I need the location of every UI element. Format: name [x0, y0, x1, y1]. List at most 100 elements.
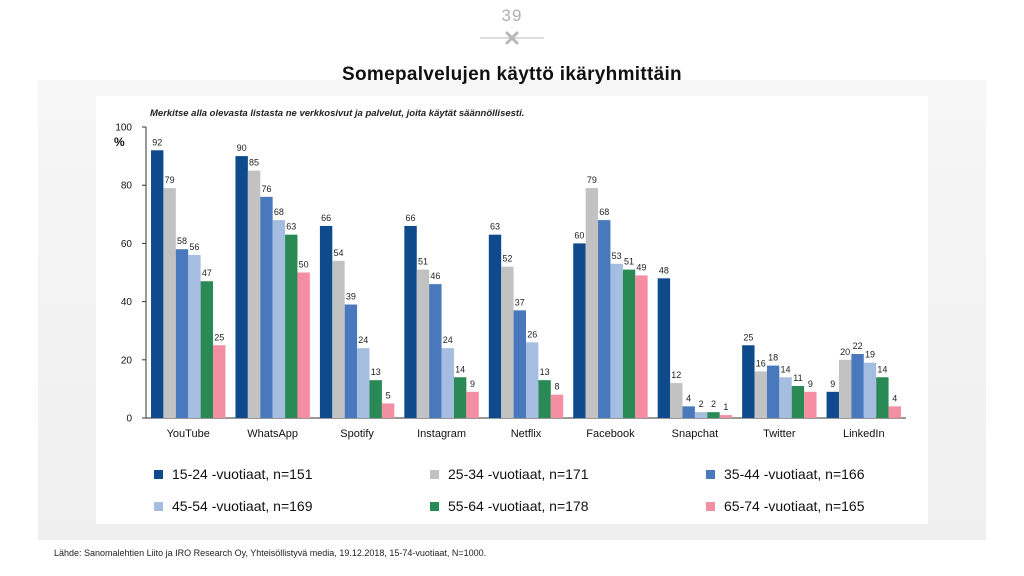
bar-value-label: 2 [711, 399, 716, 409]
bar-youtube-series-1 [151, 150, 164, 418]
bar-whatsapp-series-1 [235, 156, 248, 418]
bar-netflix-series-1 [488, 234, 502, 418]
bar-value-label: 68 [274, 207, 284, 217]
bar-value-label: 4 [686, 393, 691, 403]
y-tick-label: 20 [121, 355, 133, 366]
bar-value-label: 16 [756, 358, 766, 368]
legend-label: 65-74 -vuotiaat, n=165 [724, 498, 865, 514]
bar-netflix-series-5 [538, 380, 551, 418]
bar-value-label: 48 [659, 265, 669, 275]
bar-netflix-series-4 [526, 342, 539, 418]
bar-value-label: 90 [237, 143, 247, 153]
legend-swatch [430, 501, 439, 511]
bar-value-label: 68 [599, 207, 609, 217]
category-label: Instagram [417, 428, 466, 440]
legend-swatch [430, 469, 439, 479]
bar-value-label: 51 [624, 257, 634, 267]
bar-instagram-series-5 [453, 377, 467, 418]
bar-snapchat-series-4 [694, 412, 708, 418]
bar-linkedin-series-3 [851, 353, 864, 418]
bar-value-label: 53 [612, 251, 622, 261]
category-label: Spotify [340, 428, 374, 440]
bar-twitter-series-3 [766, 365, 780, 418]
bar-value-label: 49 [636, 262, 646, 272]
bar-value-label: 79 [165, 175, 175, 185]
slide-title: Somepalvelujen käyttö ikäryhmittäin [342, 64, 682, 85]
bar-instagram-series-1 [404, 225, 417, 418]
bar-value-label: 46 [430, 271, 440, 281]
bar-instagram-series-2 [416, 269, 430, 418]
bar-youtube-series-2 [163, 188, 176, 418]
bar-value-label: 39 [346, 292, 356, 302]
bar-value-label: 4 [892, 393, 897, 403]
bar-linkedin-series-4 [863, 362, 877, 418]
bar-youtube-series-4 [188, 255, 201, 418]
chart-subtitle: Merkitse alla olevasta listasta ne verkk… [150, 108, 524, 119]
chart-card: Merkitse alla olevasta listasta ne verkk… [96, 96, 928, 524]
bar-facebook-series-3 [598, 220, 611, 418]
cross-icon [480, 31, 544, 45]
bar-facebook-series-6 [635, 275, 648, 418]
bar-value-label: 56 [189, 242, 199, 252]
bar-value-label: 47 [202, 268, 212, 278]
bar-value-label: 22 [853, 341, 863, 351]
bar-value-label: 8 [554, 382, 559, 392]
source-note: Lähde: Sanomalehtien Liito ja IRO Resear… [54, 548, 487, 558]
bar-value-label: 9 [808, 379, 813, 389]
y-tick-label: 40 [121, 297, 133, 308]
category-label: LinkedIn [843, 428, 885, 440]
bar-whatsapp-series-4 [272, 220, 286, 418]
bar-twitter-series-2 [754, 371, 767, 418]
legend-swatch [706, 501, 715, 511]
y-axis-label: % [114, 135, 125, 149]
bar-value-label: 5 [386, 390, 391, 400]
category-label: Snapchat [672, 428, 718, 440]
category-label: WhatsApp [247, 428, 298, 440]
legend-item: 45-54 -vuotiaat, n=169 [154, 498, 313, 514]
bar-value-label: 79 [587, 175, 597, 185]
bar-instagram-series-3 [429, 284, 442, 418]
bar-snapchat-series-3 [682, 406, 695, 418]
bar-value-label: 13 [540, 367, 550, 377]
legend-item: 35-44 -vuotiaat, n=166 [706, 466, 865, 482]
bar-facebook-series-5 [622, 269, 636, 418]
bar-value-label: 66 [406, 213, 416, 223]
category-label: YouTube [167, 428, 210, 440]
bar-instagram-series-6 [466, 391, 479, 418]
category-label: Twitter [763, 428, 796, 440]
bar-twitter-series-1 [742, 345, 755, 418]
bar-value-label: 14 [781, 364, 791, 374]
bar-linkedin-series-1 [826, 391, 839, 418]
bar-spotify-series-3 [344, 304, 358, 418]
bar-value-label: 52 [502, 254, 512, 264]
bar-spotify-series-1 [319, 225, 333, 418]
bar-netflix-series-3 [513, 310, 526, 418]
bar-value-label: 63 [286, 222, 296, 232]
bar-whatsapp-series-6 [297, 272, 310, 418]
bar-value-label: 76 [261, 184, 271, 194]
legend-item: 25-34 -vuotiaat, n=171 [430, 466, 589, 482]
bar-snapchat-series-6 [719, 415, 733, 418]
bar-twitter-series-4 [779, 377, 792, 418]
bar-youtube-series-3 [175, 249, 189, 418]
bar-value-label: 54 [334, 248, 344, 258]
y-tick-label: 80 [121, 181, 133, 192]
bar-snapchat-series-2 [670, 383, 683, 418]
bar-value-label: 24 [443, 335, 453, 345]
bar-value-label: 18 [768, 353, 778, 363]
bar-value-label: 37 [515, 297, 525, 307]
legend-label: 15-24 -vuotiaat, n=151 [172, 466, 313, 482]
bar-value-label: 14 [877, 364, 887, 374]
bar-value-label: 20 [840, 347, 850, 357]
slide-number: 39 [501, 6, 523, 25]
bar-snapchat-series-1 [657, 278, 671, 418]
legend-item: 55-64 -vuotiaat, n=178 [430, 498, 589, 514]
category-label: Netflix [511, 428, 542, 440]
bar-value-label: 51 [418, 257, 428, 267]
bar-spotify-series-6 [381, 403, 395, 418]
bar-spotify-series-5 [369, 380, 382, 418]
bar-value-label: 9 [470, 379, 475, 389]
bar-value-label: 9 [830, 379, 835, 389]
legend-label: 55-64 -vuotiaat, n=178 [448, 498, 589, 514]
bar-value-label: 58 [177, 236, 187, 246]
